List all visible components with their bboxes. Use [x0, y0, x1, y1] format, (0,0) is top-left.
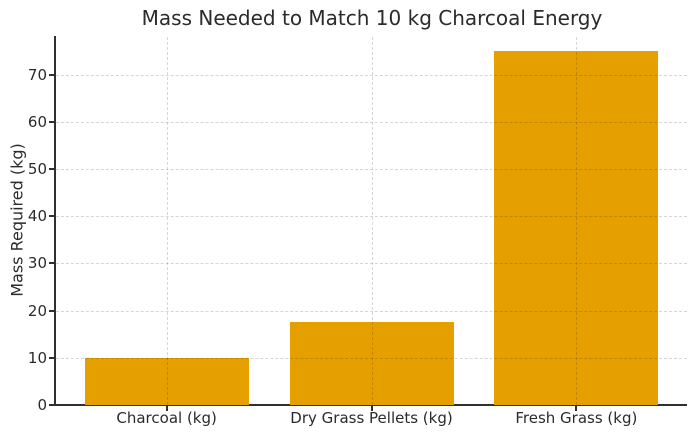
gridline-vertical	[371, 37, 373, 405]
x-axis-spine	[54, 404, 687, 406]
y-tick-label: 60	[27, 112, 47, 131]
x-tick-mark	[370, 406, 373, 411]
plot-area	[54, 36, 687, 406]
x-tick-label: Charcoal (kg)	[116, 409, 217, 427]
y-tick-mark	[49, 120, 54, 123]
gridline-horizontal	[56, 263, 687, 265]
bar-1	[289, 322, 454, 405]
y-tick-mark	[49, 309, 54, 312]
bar-2	[494, 51, 659, 405]
y-tick-label: 40	[27, 207, 47, 226]
y-tick-label: 20	[27, 301, 47, 320]
gridline-horizontal	[56, 357, 687, 359]
gridline-horizontal	[56, 310, 687, 312]
bar-0	[84, 357, 249, 405]
y-tick-mark	[49, 215, 54, 218]
x-tick-label: Fresh Grass (kg)	[515, 409, 638, 427]
y-tick-label: 50	[27, 160, 47, 179]
x-tick-mark	[165, 406, 168, 411]
y-tick-mark	[49, 73, 54, 76]
y-axis-spine	[54, 36, 56, 405]
gridline-horizontal	[56, 121, 687, 123]
y-tick-label: 30	[27, 254, 47, 273]
chart-title: Mass Needed to Match 10 kg Charcoal Ener…	[141, 6, 603, 30]
y-tick-mark	[49, 404, 54, 406]
y-tick-mark	[49, 262, 54, 265]
y-tick-label: 70	[27, 65, 47, 84]
x-tick-label: Dry Grass Pellets (kg)	[290, 409, 453, 427]
gridline-horizontal	[56, 74, 687, 76]
x-tick-mark	[575, 406, 578, 411]
y-tick-label: 10	[27, 348, 47, 367]
gridline-horizontal	[56, 169, 687, 171]
y-tick-mark	[49, 168, 54, 171]
gridline-vertical	[166, 37, 168, 405]
gridline-horizontal	[56, 216, 687, 218]
gridline-vertical	[576, 37, 578, 405]
y-tick-label: 0	[37, 396, 47, 414]
y-tick-mark	[49, 356, 54, 359]
